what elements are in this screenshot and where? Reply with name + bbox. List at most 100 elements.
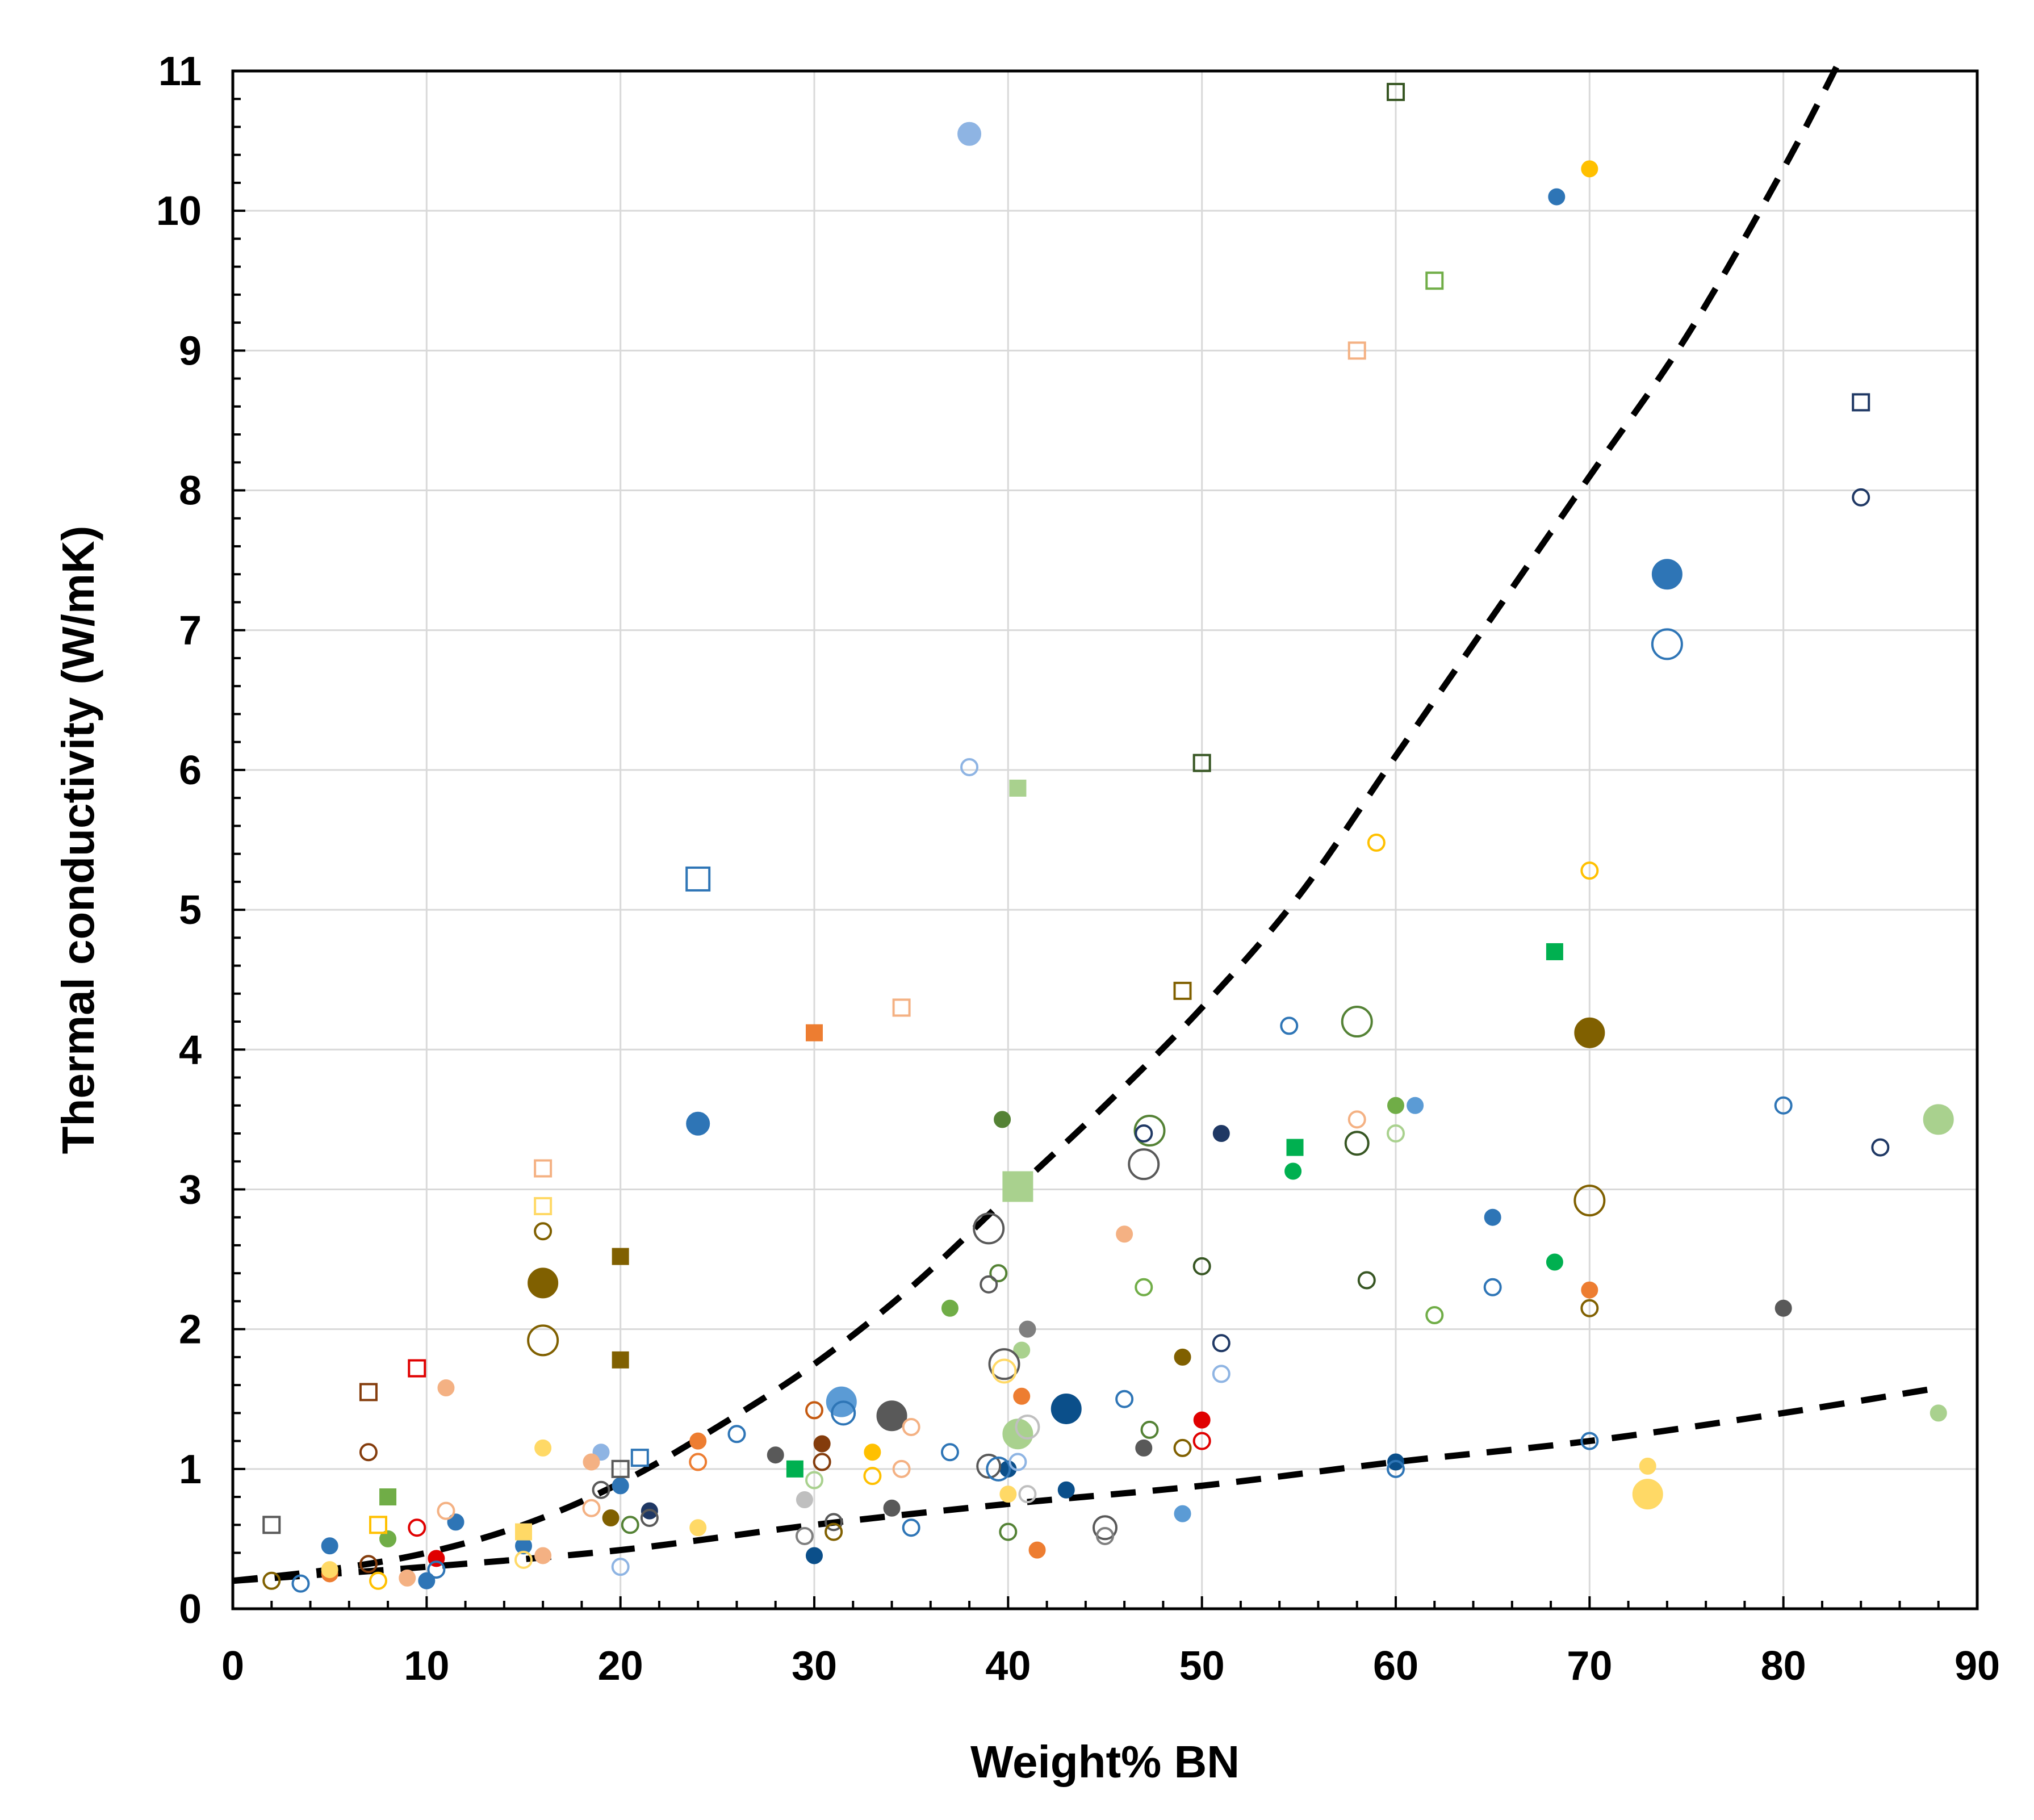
filled-circle-point xyxy=(999,1486,1017,1503)
open-circle-point xyxy=(1096,1526,1114,1545)
open-circle-point xyxy=(1341,1006,1373,1038)
open-circle-point xyxy=(1115,1390,1134,1408)
x-axis-title: Weight% BN xyxy=(970,1737,1240,1787)
filled-circle-point xyxy=(1051,1393,1082,1424)
open-circle-point xyxy=(940,1443,959,1462)
filled-circle-point xyxy=(1116,1225,1133,1243)
open-circle-point xyxy=(1387,1124,1405,1143)
x-tick-label: 90 xyxy=(1955,1643,2000,1689)
open-circle-point xyxy=(986,1456,1011,1482)
open-circle-point xyxy=(262,1571,281,1590)
filled-circle-point xyxy=(957,122,982,146)
open-circle-point xyxy=(1852,488,1870,507)
open-circle-point xyxy=(991,1358,1017,1384)
open-circle-point xyxy=(369,1571,387,1590)
open-circle-point xyxy=(437,1501,455,1520)
open-circle-point xyxy=(514,1550,533,1569)
open-circle-point xyxy=(1425,1306,1444,1325)
open-square-point xyxy=(534,1159,553,1178)
filled-circle-point xyxy=(1057,1481,1075,1499)
y-tick-label: 10 xyxy=(156,189,202,234)
filled-square-point xyxy=(1002,1171,1033,1202)
open-square-point xyxy=(1173,981,1192,1000)
axis-ticks: 0 10 20 30 40 50 60 70 80 90 0 1 2 3 4 5 6 7 8 9 10 11 xyxy=(156,49,2000,1689)
open-square-point xyxy=(1387,82,1405,101)
open-circle-point xyxy=(825,1513,843,1532)
filled-circle-point xyxy=(883,1499,901,1517)
filled-circle-point xyxy=(1013,1341,1031,1359)
x-tick-label: 50 xyxy=(1179,1643,1225,1689)
trend-line-lower-bound xyxy=(232,1384,1939,1584)
open-square-point xyxy=(262,1516,281,1534)
filled-circle-point xyxy=(864,1444,881,1461)
open-square-point xyxy=(359,1383,378,1401)
open-circle-point xyxy=(1357,1271,1376,1290)
filled-circle-point xyxy=(379,1530,397,1547)
grid xyxy=(233,71,1977,1609)
filled-square-point xyxy=(515,1523,532,1541)
x-tick-label: 40 xyxy=(985,1643,1031,1689)
open-circle-point xyxy=(805,1471,823,1490)
open-circle-point xyxy=(892,1459,911,1478)
open-circle-point xyxy=(976,1453,1002,1479)
open-circle-point xyxy=(592,1480,610,1499)
filled-circle-point xyxy=(1548,188,1566,206)
filled-circle-point xyxy=(534,1547,552,1564)
open-circle-point xyxy=(640,1508,659,1527)
open-circle-point xyxy=(813,1453,831,1471)
plot-frame xyxy=(231,69,1979,1610)
open-circle-point xyxy=(1651,628,1683,660)
open-square-point xyxy=(630,1449,649,1467)
open-circle-point xyxy=(727,1425,746,1444)
filled-circle-point xyxy=(1174,1348,1191,1366)
open-square-point xyxy=(892,998,911,1017)
open-circle-point xyxy=(534,1222,553,1241)
filled-circle-point xyxy=(1581,160,1598,178)
open-circle-point xyxy=(1192,1257,1211,1275)
open-circle-point xyxy=(689,1453,708,1471)
y-tick-label: 9 xyxy=(179,328,202,374)
filled-circle-point xyxy=(437,1379,455,1397)
open-square-point xyxy=(369,1516,387,1534)
open-circle-point xyxy=(973,1212,1005,1245)
filled-circle-point xyxy=(602,1509,620,1526)
open-circle-point xyxy=(902,1518,920,1537)
filled-square-point xyxy=(612,1248,629,1265)
open-circle-point xyxy=(582,1499,601,1517)
y-axis-title: Thermal conductivity (W/mK) xyxy=(53,526,103,1154)
open-circle-point xyxy=(825,1522,843,1541)
open-circle-point xyxy=(1387,1459,1405,1478)
y-tick-label: 1 xyxy=(179,1447,202,1492)
filled-circle-point xyxy=(994,1111,1011,1128)
filled-circle-point xyxy=(1651,559,1683,590)
filled-square-point xyxy=(379,1488,397,1506)
filled-circle-point xyxy=(1212,1124,1230,1142)
open-circle-point xyxy=(805,1401,823,1420)
filled-circle-point xyxy=(1013,1387,1031,1405)
open-square-point xyxy=(685,866,711,892)
filled-circle-point xyxy=(1387,1097,1404,1114)
filled-circle-point xyxy=(612,1477,629,1495)
y-tick-label: 3 xyxy=(179,1167,202,1212)
y-tick-label: 5 xyxy=(179,888,202,933)
filled-square-point xyxy=(612,1351,629,1369)
filled-circle-point xyxy=(1774,1299,1792,1317)
filled-circle-point xyxy=(1284,1162,1302,1180)
filled-circle-point xyxy=(528,1267,559,1299)
open-circle-point xyxy=(1367,833,1386,852)
open-square-point xyxy=(611,1459,630,1478)
y-tick-label: 8 xyxy=(179,468,202,514)
x-tick-label: 80 xyxy=(1761,1643,1806,1689)
filled-circle-point xyxy=(941,1299,959,1317)
filled-square-point xyxy=(1009,779,1027,797)
filled-circle-point xyxy=(534,1439,552,1457)
open-circle-point xyxy=(1015,1414,1040,1440)
open-circle-point xyxy=(960,758,979,776)
x-tick-label: 70 xyxy=(1567,1643,1612,1689)
filled-square-point xyxy=(1286,1139,1304,1156)
open-square-point xyxy=(534,1196,553,1215)
open-circle-point xyxy=(1774,1096,1793,1115)
filled-circle-point xyxy=(321,1537,338,1555)
y-tick-label: 2 xyxy=(179,1307,202,1353)
